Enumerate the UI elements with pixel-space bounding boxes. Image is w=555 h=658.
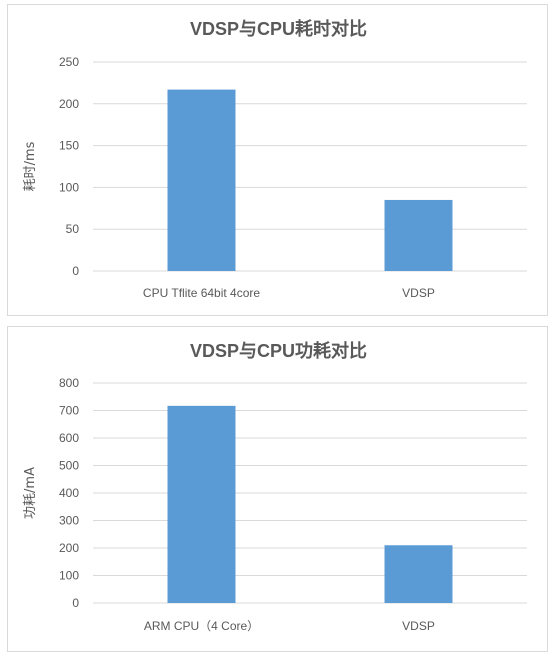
y-tick-label: 500 (59, 459, 79, 473)
y-tick-label: 400 (59, 486, 79, 500)
bar-2 (384, 545, 453, 603)
chart-power-svg: VDSP与CPU功耗对比 0 100 200 300 400 500 600 700 800 功耗/… (23, 340, 527, 633)
y-tick-label: 0 (72, 596, 79, 610)
chart-time-svg: VDSP与CPU耗时对比 0 50 100 150 200 250 耗时/ms CPU Tfli… (23, 18, 527, 300)
y-tick-label: 200 (59, 97, 79, 111)
y-tick-label: 300 (59, 514, 79, 528)
chart-panel-power: VDSP与CPU功耗对比 0 100 200 300 400 500 600 700 800 功耗/… (7, 326, 548, 652)
y-tick-label: 600 (59, 431, 79, 445)
category-label: VDSP (402, 619, 435, 633)
y-tick-label: 150 (59, 139, 79, 153)
y-tick-label: 200 (59, 541, 79, 555)
chart-panel-time: VDSP与CPU耗时对比 0 50 100 150 200 250 耗时/ms CPU Tfli… (7, 4, 548, 316)
chart-title: VDSP与CPU耗时对比 (190, 18, 367, 39)
y-tick-label: 100 (59, 180, 79, 194)
y-tick-label: 50 (66, 222, 80, 236)
category-label: ARM CPU（4 Core） (144, 619, 259, 633)
y-tick-label: 100 (59, 569, 79, 583)
chart-title: VDSP与CPU功耗对比 (190, 340, 367, 361)
y-tick-label: 800 (59, 376, 79, 390)
y-tick-label: 250 (59, 55, 79, 69)
y-axis-label: 功耗/mA (23, 467, 38, 519)
category-label: VDSP (402, 286, 435, 300)
y-tick-label: 700 (59, 404, 79, 418)
bar-2 (384, 199, 453, 271)
category-label: CPU Tflite 64bit 4core (143, 286, 260, 300)
y-tick-label: 0 (72, 264, 79, 278)
bar-1 (167, 405, 236, 603)
bar-1 (167, 89, 236, 271)
y-axis-label: 耗时/ms (23, 141, 38, 191)
